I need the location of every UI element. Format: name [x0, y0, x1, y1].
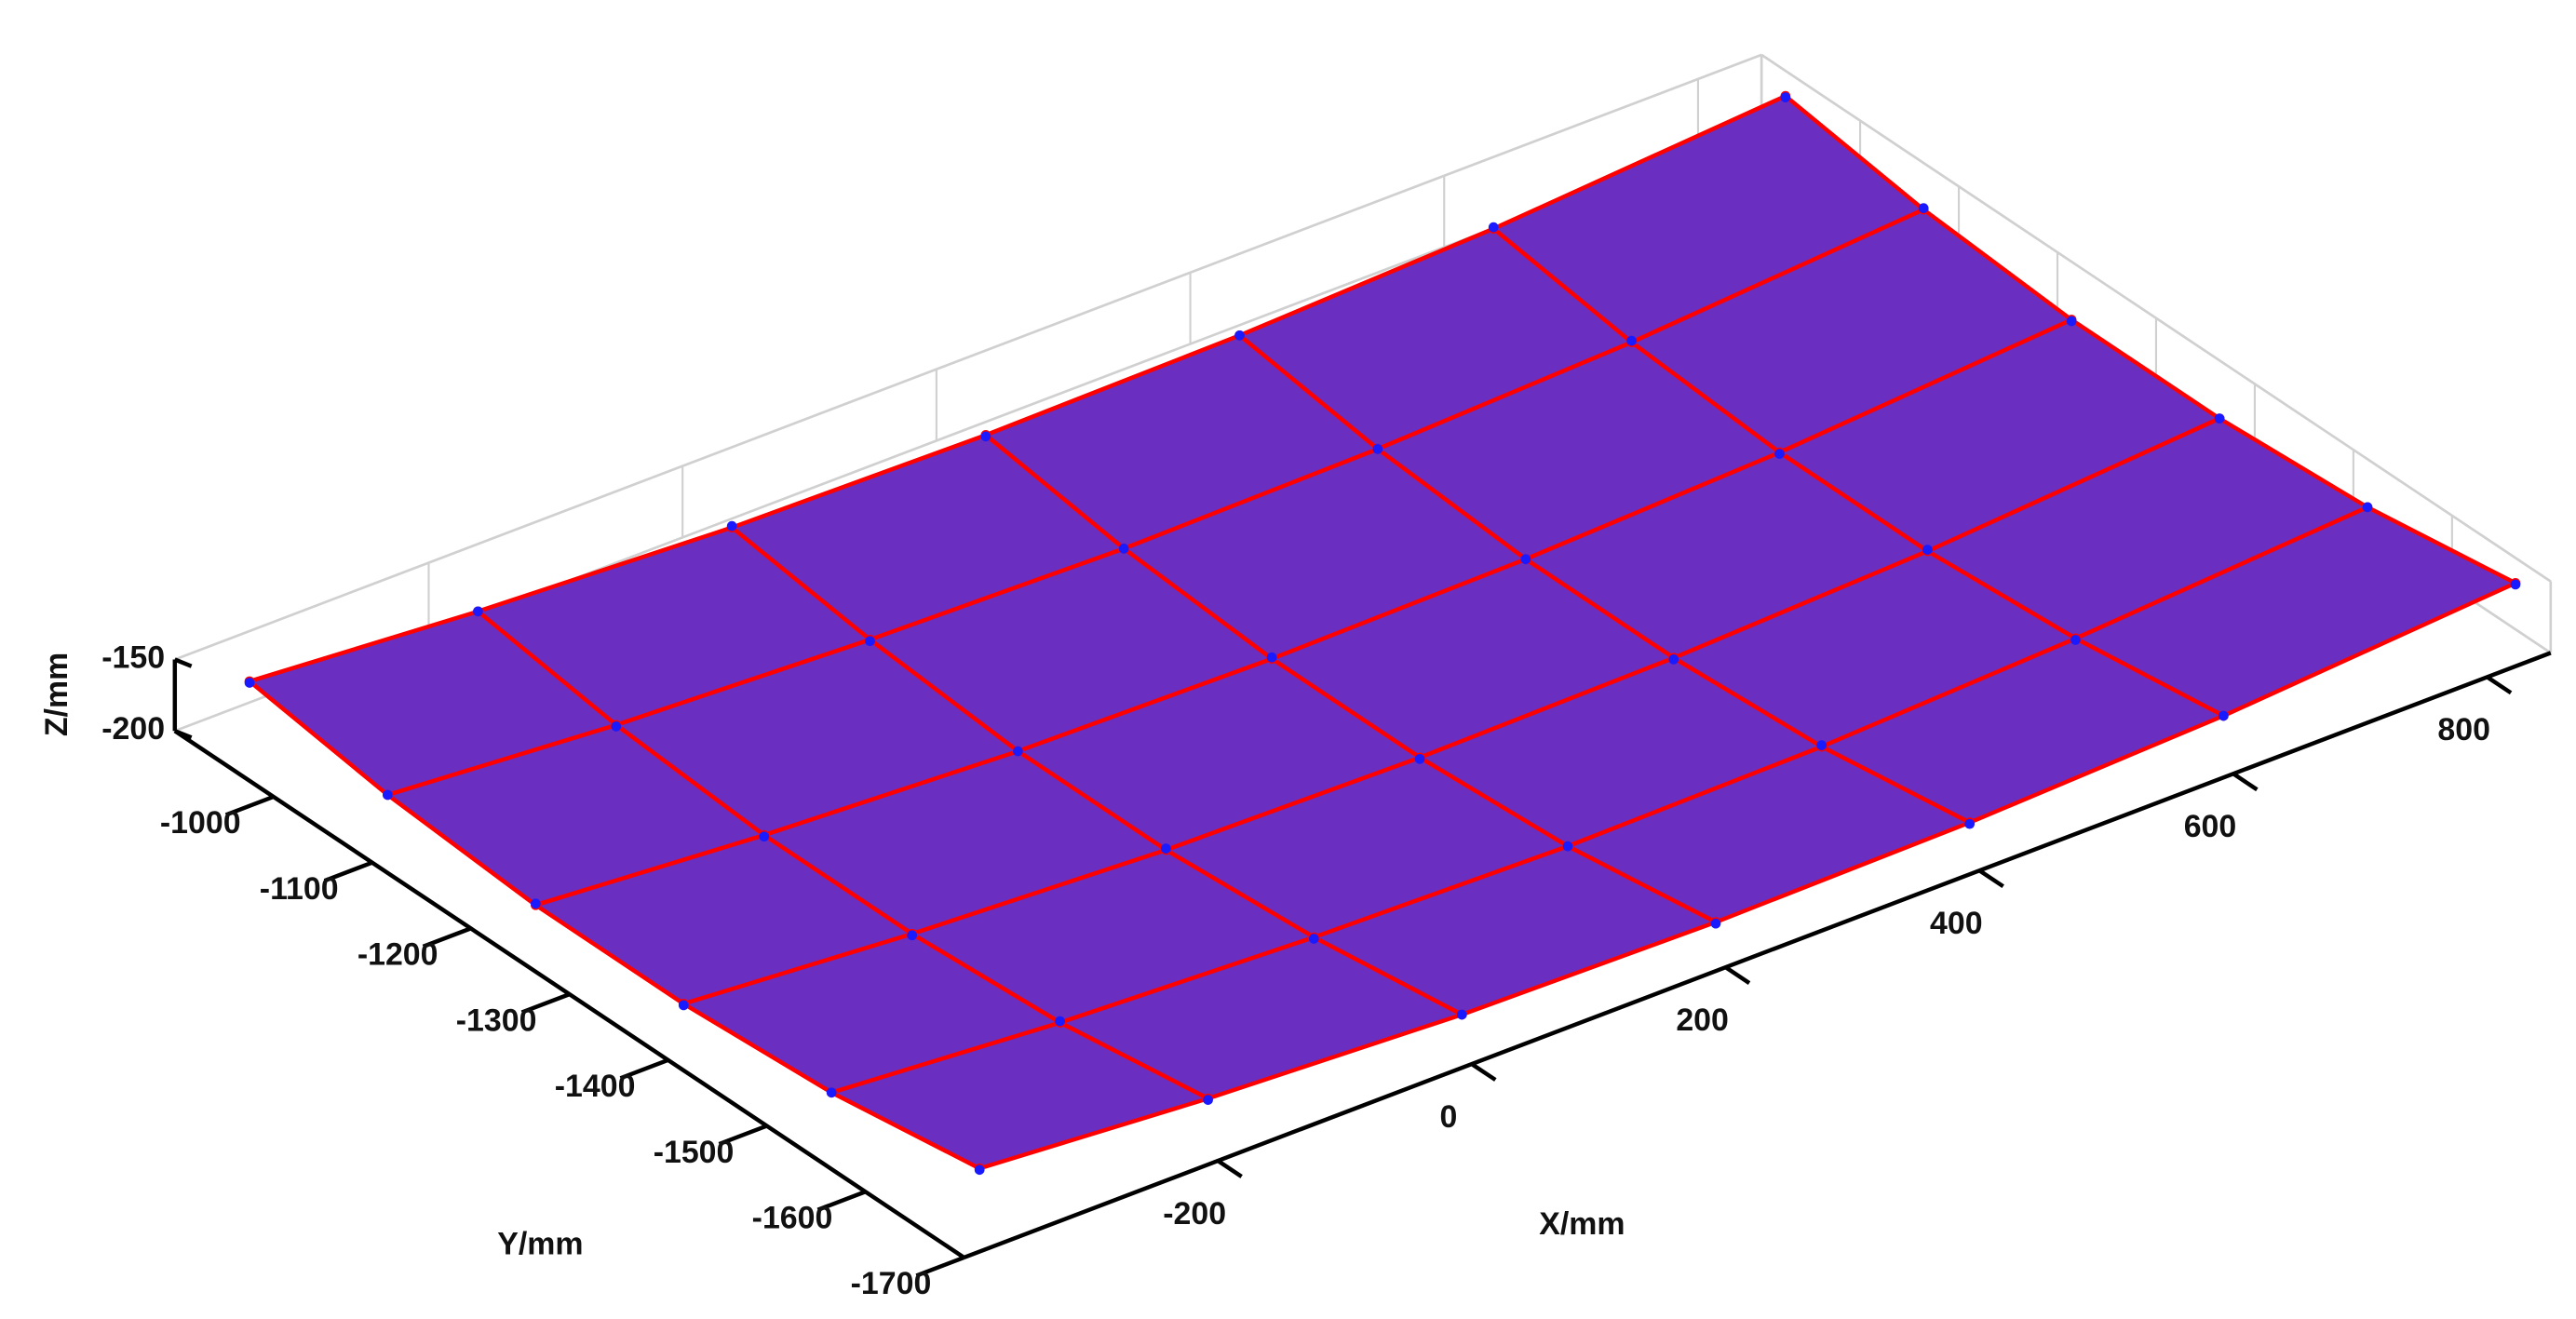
x-tick	[1724, 965, 1751, 985]
point	[473, 606, 483, 617]
point	[826, 1087, 837, 1098]
point	[1668, 653, 1679, 665]
point	[1013, 746, 1023, 757]
point	[907, 930, 918, 941]
point	[865, 636, 875, 647]
point	[974, 1164, 985, 1176]
point	[530, 898, 541, 909]
point	[1203, 1095, 1213, 1105]
x-axis	[963, 651, 2552, 1260]
x-tick-label: 800	[2437, 712, 2490, 747]
point	[2362, 502, 2373, 513]
x-tick	[1978, 868, 2004, 889]
x-tick	[1470, 1062, 1497, 1082]
point	[1562, 841, 1573, 852]
x-tick-label: 0	[1439, 1099, 1457, 1135]
x-tick-label: 600	[2184, 809, 2237, 844]
point	[1488, 222, 1499, 233]
point	[2214, 413, 2225, 424]
point	[611, 721, 622, 732]
point	[1816, 740, 1827, 750]
point	[759, 831, 770, 842]
y-tick	[718, 1124, 768, 1147]
y-tick-label: -1700	[851, 1266, 932, 1301]
y-tick	[619, 1057, 669, 1081]
point	[2066, 316, 2077, 327]
x-axis-label: X/mm	[1539, 1206, 1625, 1242]
y-axis-label: Y/mm	[497, 1226, 583, 1261]
point	[1161, 843, 1171, 854]
point	[1918, 203, 1929, 213]
y-tick-label: -1100	[260, 871, 339, 907]
point	[1520, 554, 1531, 565]
point	[244, 678, 255, 688]
point	[383, 789, 393, 801]
y-tick	[520, 992, 571, 1015]
x-tick	[2486, 675, 2513, 695]
point	[1372, 444, 1383, 454]
y-tick-label: -1200	[357, 937, 438, 973]
y-tick	[422, 926, 472, 949]
point	[1780, 92, 1791, 102]
x-tick-label: 400	[1930, 906, 1983, 941]
point	[1456, 1009, 1467, 1020]
point	[1266, 652, 1277, 663]
point	[1055, 1016, 1066, 1027]
x-tick	[1216, 1159, 1243, 1178]
point	[1626, 335, 1637, 346]
x-tick-label: 200	[1676, 1003, 1729, 1038]
point	[1922, 545, 1933, 555]
point	[1774, 449, 1785, 459]
y-tick-label: -1000	[160, 805, 241, 841]
point	[1710, 918, 1721, 929]
point	[1414, 753, 1425, 764]
point	[1118, 544, 1129, 554]
y-tick-label: -1300	[456, 1003, 537, 1038]
z-tick-label: -150	[101, 639, 165, 675]
grid-line	[1760, 54, 2552, 583]
point	[2510, 579, 2521, 590]
point	[678, 1000, 689, 1011]
z-tick-label: -200	[101, 711, 165, 747]
y-tick-label: -1500	[654, 1135, 735, 1170]
y-tick-label: -1400	[555, 1069, 636, 1104]
x-tick-label: -200	[1163, 1196, 1226, 1232]
y-tick	[323, 860, 373, 883]
z-tick	[173, 729, 193, 740]
point	[1964, 818, 1976, 829]
point	[2070, 635, 2081, 645]
point	[2219, 710, 2229, 721]
grid-line	[174, 53, 1762, 661]
point	[980, 431, 991, 442]
z-axis-label: Z/mm	[39, 653, 74, 736]
point	[1308, 934, 1319, 944]
x-tick	[2232, 772, 2259, 792]
y-tick-label: -1600	[752, 1201, 833, 1236]
z-tick	[173, 657, 193, 668]
point	[1234, 330, 1245, 341]
y-tick	[816, 1190, 867, 1212]
y-tick	[915, 1255, 965, 1278]
point	[726, 520, 737, 532]
y-tick	[224, 794, 275, 817]
